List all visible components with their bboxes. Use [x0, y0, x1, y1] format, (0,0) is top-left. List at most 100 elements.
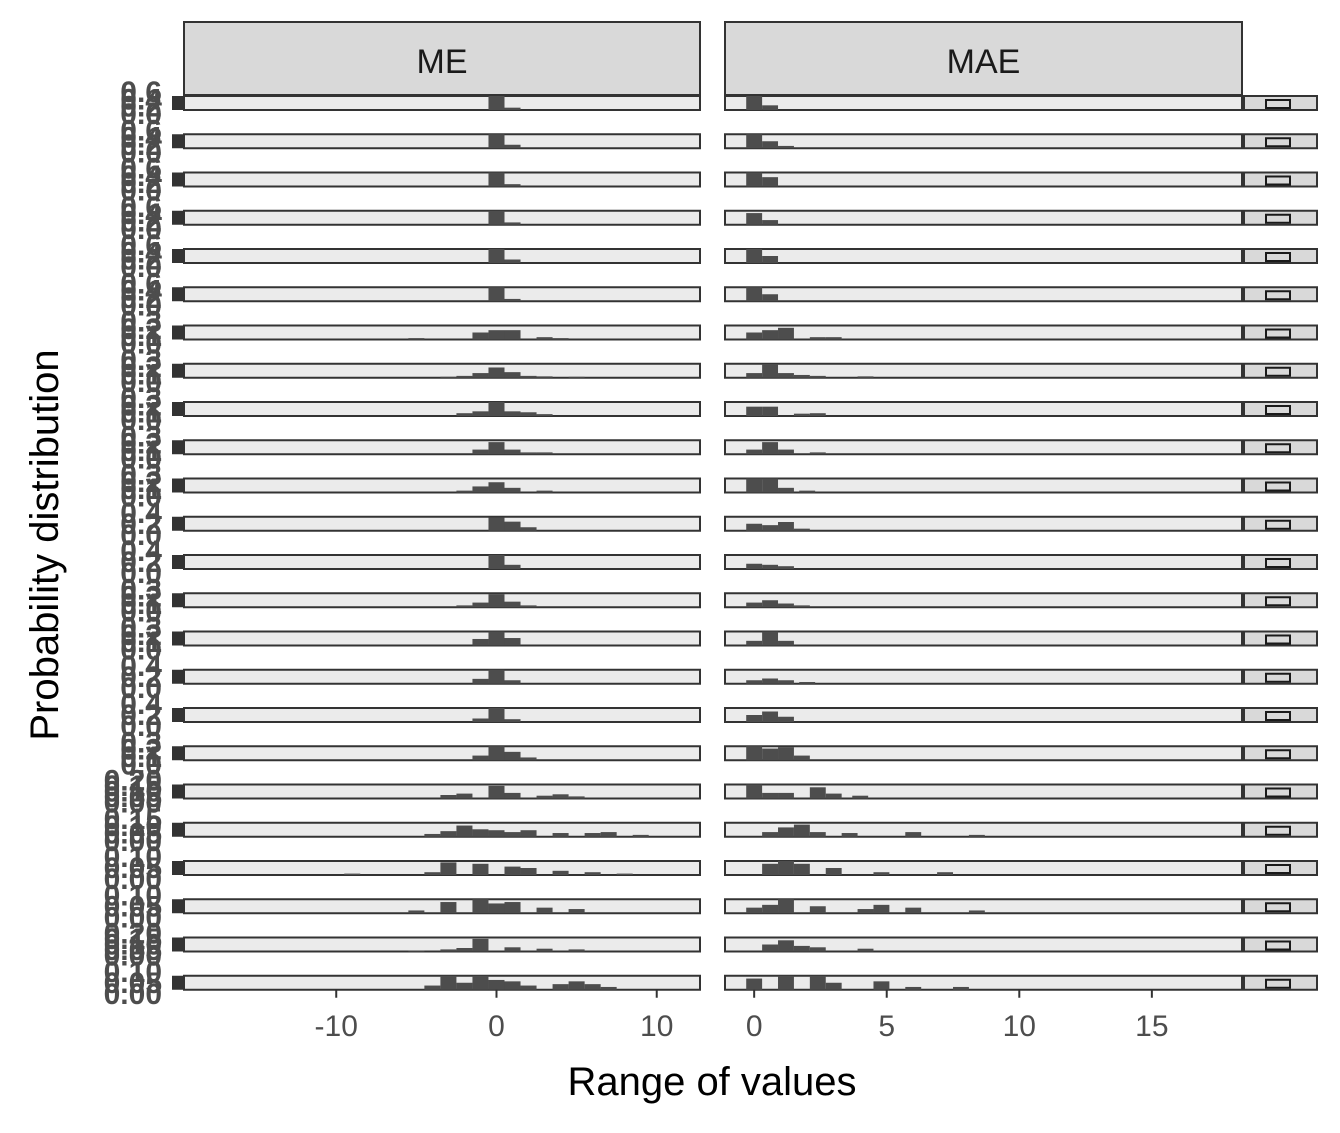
histogram-bar [568, 981, 585, 990]
y-tick-label: 0.3 [120, 726, 162, 759]
row-strip [1243, 95, 1318, 111]
histogram-bar [472, 373, 489, 378]
y-tick-label: 0.3 [120, 612, 162, 645]
y-tick-marks [172, 210, 183, 225]
facet-row [172, 248, 1318, 264]
histogram-bar [793, 605, 810, 608]
histogram-bar [793, 374, 810, 378]
y-tick-label: 0.2 [120, 428, 162, 461]
y-tick-marks [172, 555, 183, 569]
histogram-bar [746, 784, 763, 799]
histogram-bar [456, 375, 473, 378]
histogram-bar [408, 338, 425, 340]
row-strip-label-box [1265, 825, 1291, 836]
histogram-bar [778, 792, 794, 799]
histogram-bar [762, 863, 779, 875]
row-strip [1243, 783, 1318, 800]
facet-row [172, 133, 1318, 150]
y-tick-label: 0.3 [120, 344, 162, 377]
y-tick-label: 0.6 [120, 267, 162, 300]
histogram-bar [488, 594, 505, 608]
row-strip-label-box [1265, 328, 1291, 339]
histogram-bar [552, 338, 569, 340]
histogram-bar [809, 947, 826, 952]
panel-background [183, 133, 701, 150]
y-tick-marks [172, 975, 183, 990]
y-tick-label: 0.0 [120, 366, 162, 399]
y-tick-marks [172, 440, 183, 455]
histogram-bar [504, 107, 521, 110]
y-tick-label: 0.0 [120, 289, 162, 322]
histogram-bar [762, 832, 779, 837]
row-strip [1243, 324, 1318, 341]
facet-row [172, 362, 1318, 379]
histogram-bar [568, 949, 585, 952]
facet-row [172, 668, 1318, 685]
y-tick-label: 0.2 [120, 389, 162, 422]
histogram-bar [488, 330, 505, 340]
panel-background [724, 95, 1243, 111]
row-strip-label-box [1265, 290, 1291, 301]
y-tick-label: 0.0 [120, 251, 162, 284]
y-tick-label: 0.0 [120, 710, 162, 743]
histogram-bar [488, 669, 505, 684]
facet-row [172, 898, 1318, 915]
facet-row [172, 401, 1318, 417]
y-tick-label: 0.4 [120, 198, 162, 231]
panel-background [724, 324, 1243, 341]
histogram-bar [472, 938, 489, 952]
panel-background [724, 362, 1243, 379]
panel-background [183, 324, 701, 341]
row-strip [1243, 592, 1318, 609]
y-tick-label: 0.15 [104, 770, 162, 803]
histogram-bar [488, 555, 505, 569]
y-tick-label: 0.05 [104, 852, 162, 885]
y-tick-marks [172, 402, 183, 416]
row-strip [1243, 668, 1318, 685]
y-tick-label: 0.2 [120, 581, 162, 614]
histogram-bar [746, 287, 763, 302]
panel-background [183, 439, 701, 456]
y-tick-label: 0.1 [120, 588, 162, 621]
y-tick-label: 0.0 [120, 595, 162, 628]
histogram-bar [968, 834, 985, 837]
x-tick-label: 10 [640, 1010, 673, 1043]
row-strip-label-box [1265, 213, 1291, 224]
facet-row [172, 821, 1318, 838]
histogram-bar [778, 975, 794, 990]
histogram-bar [762, 904, 779, 914]
panel-background [724, 707, 1243, 723]
histogram-bar [504, 372, 521, 378]
histogram-bar [793, 755, 810, 761]
y-tick-marks [172, 287, 183, 302]
y-tick-label: 0.0 [120, 175, 162, 208]
y-tick-label: 0.05 [104, 781, 162, 814]
panel-background [724, 554, 1243, 570]
y-tick-label: 0.10 [104, 776, 162, 809]
histogram-bar [746, 249, 763, 263]
row-strip [1243, 936, 1318, 953]
histogram-bar [809, 787, 826, 799]
y-tick-label: 0.4 [120, 535, 162, 568]
facet-row [172, 439, 1318, 456]
panel-strips: ME MAE [183, 21, 1243, 96]
y-tick-marks [172, 172, 183, 187]
row-strip [1243, 362, 1318, 379]
y-tick-label: 0.20 [104, 918, 162, 951]
y-tick-label: 0.2 [120, 734, 162, 767]
y-tick-marks [172, 516, 183, 531]
histogram-bar [456, 982, 473, 990]
histogram-bar [762, 600, 779, 608]
facet-row [172, 974, 1318, 991]
histogram-bar [778, 487, 794, 493]
histogram-bar [504, 832, 521, 837]
histogram-bar [793, 824, 810, 837]
y-tick-label: 0.3 [120, 306, 162, 339]
histogram-bar [488, 482, 505, 493]
row-strip-label-box [1265, 137, 1291, 148]
histogram-bar [568, 376, 585, 378]
panel-background [183, 209, 701, 226]
y-tick-label: 0.00 [104, 901, 162, 934]
y-tick-label: 0.1 [120, 320, 162, 353]
